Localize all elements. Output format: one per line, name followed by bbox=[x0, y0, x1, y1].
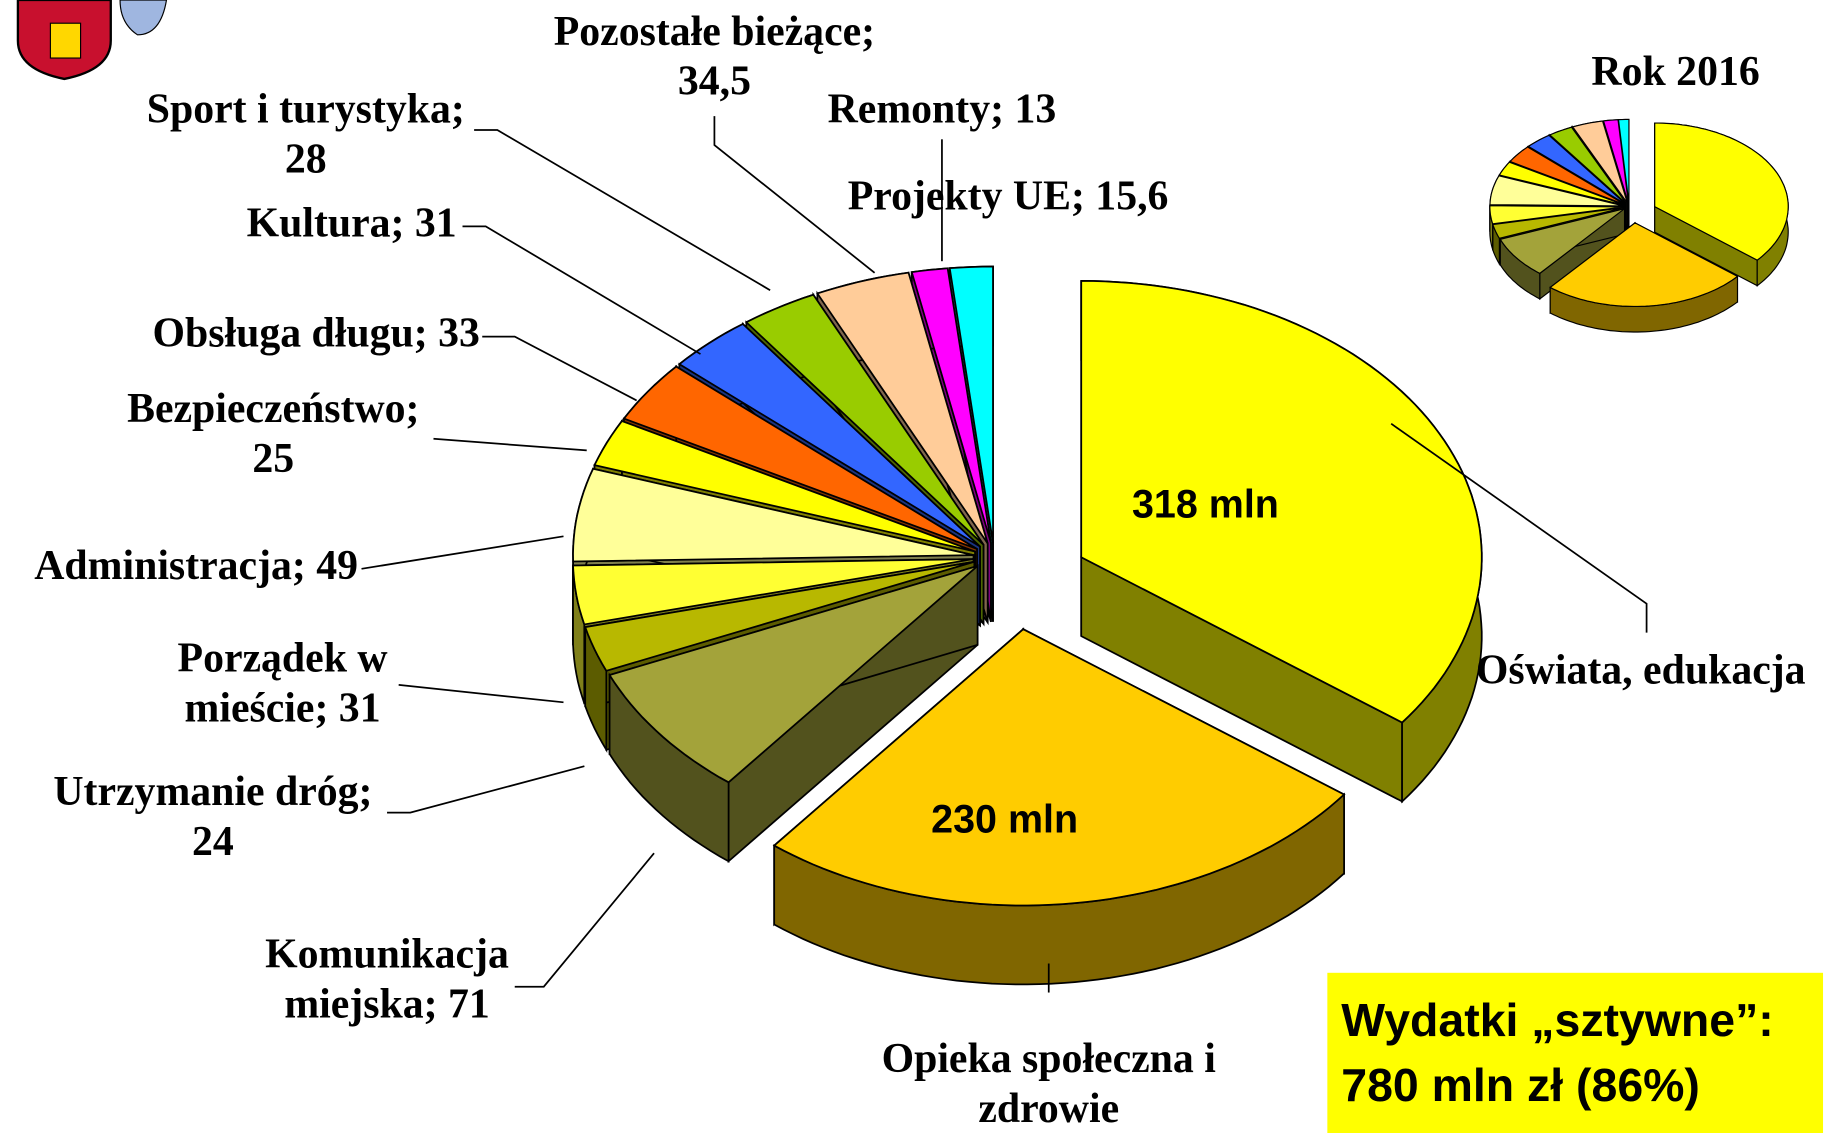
label-line: Sport i turystyka; bbox=[147, 86, 465, 132]
leader-line bbox=[474, 129, 771, 291]
leader-line bbox=[514, 852, 655, 988]
label-line: 34,5 bbox=[678, 58, 751, 104]
leader-line bbox=[482, 335, 638, 402]
label-line: Pozostałe bieżące; bbox=[554, 8, 875, 54]
data-label: Bezpieczeństwo; 25 bbox=[127, 386, 419, 482]
value-label: 318 mln bbox=[1132, 483, 1279, 527]
data-label: Kultura; 31 bbox=[247, 200, 457, 246]
label-line: Administracja; 49 bbox=[34, 542, 358, 588]
label-line: 24 bbox=[192, 819, 234, 865]
label-line: Remonty; 13 bbox=[828, 86, 1057, 132]
annotation: Wydatki „sztywne”: 780 mln zł (86%) bbox=[1341, 994, 1774, 1111]
data-label: Komunikacja miejska; 71 bbox=[265, 931, 509, 1027]
data-label: Opieka społeczna i zdrowie bbox=[882, 1036, 1216, 1132]
label-line: Kultura; 31 bbox=[247, 200, 457, 246]
pie-slice bbox=[910, 267, 992, 544]
pie-slice bbox=[1499, 208, 1625, 275]
pie-slice bbox=[1498, 161, 1625, 206]
label-line: Komunikacja bbox=[265, 931, 509, 977]
data-label: Porządek w mieście; 31 bbox=[178, 635, 388, 731]
label-line: Opieka społeczna i bbox=[882, 1036, 1216, 1082]
annotation-line: Wydatki „sztywne”: bbox=[1341, 994, 1774, 1046]
data-label: Sport i turystyka; 28 bbox=[147, 86, 465, 182]
annotation-box bbox=[1327, 972, 1824, 1133]
pie-slice bbox=[1508, 146, 1625, 205]
pie-slice bbox=[584, 560, 975, 672]
pie-slice bbox=[1617, 118, 1630, 204]
pie-slice bbox=[948, 265, 994, 543]
label-line: Utrzymanie dróg; bbox=[53, 769, 372, 815]
label-line: Projekty UE; 15,6 bbox=[848, 173, 1169, 219]
leader-line bbox=[1390, 423, 1648, 633]
pie-slice bbox=[608, 565, 979, 784]
data-label: Obsługa długu; 33 bbox=[152, 310, 479, 356]
data-label: Remonty; 13 bbox=[828, 86, 1057, 132]
pie-slice bbox=[772, 628, 1346, 907]
pie-slice bbox=[1654, 122, 1789, 261]
pie-slice bbox=[1489, 205, 1624, 225]
annotation-line: 780 mln zł (86%) bbox=[1341, 1059, 1700, 1111]
label-line: Porządek w bbox=[178, 635, 388, 681]
data-label: Pozostałe bieżące; 34,5 bbox=[554, 8, 875, 104]
label-line: mieście; 31 bbox=[185, 685, 381, 731]
leader-line bbox=[387, 765, 585, 814]
pie-slice bbox=[622, 365, 978, 550]
pie-slice bbox=[572, 558, 974, 626]
pie-slice bbox=[1548, 126, 1627, 204]
value-label: 230 mln bbox=[931, 797, 1078, 841]
leader-line bbox=[433, 437, 587, 452]
label-line: zdrowie bbox=[978, 1086, 1119, 1132]
data-label: Projekty UE; 15,6 bbox=[848, 173, 1169, 219]
leader-line bbox=[462, 225, 701, 355]
pie-slice bbox=[1492, 207, 1624, 239]
leader-line bbox=[713, 116, 876, 274]
pie-slice bbox=[677, 322, 981, 548]
data-label: Oświata, edukacja bbox=[1476, 647, 1806, 693]
pie-slice bbox=[744, 293, 985, 546]
pie-slice bbox=[1549, 222, 1739, 308]
data-label: Utrzymanie dróg; 24 bbox=[53, 769, 372, 865]
pie-slice bbox=[1527, 134, 1626, 205]
label-line: Obsługa długu; 33 bbox=[152, 310, 479, 356]
label-line: miejska; 71 bbox=[284, 981, 489, 1027]
pie-slice bbox=[815, 271, 989, 545]
pie-slice bbox=[1571, 120, 1628, 204]
leader-line bbox=[398, 684, 564, 704]
data-label: Administracja; 49 bbox=[34, 542, 358, 588]
label-line: 28 bbox=[285, 136, 327, 182]
label-line: Bezpieczeństwo; bbox=[127, 386, 419, 432]
pie-slice bbox=[1080, 280, 1483, 724]
pie-slice bbox=[572, 467, 974, 563]
logo bbox=[16, 0, 168, 81]
inset-title: Rok 2016 bbox=[1591, 49, 1759, 95]
pie-slice bbox=[1489, 175, 1624, 207]
leader-line bbox=[361, 535, 564, 570]
label-line: 25 bbox=[252, 436, 294, 482]
label-line: Oświata, edukacja bbox=[1476, 647, 1806, 693]
pie-slice bbox=[593, 420, 976, 553]
